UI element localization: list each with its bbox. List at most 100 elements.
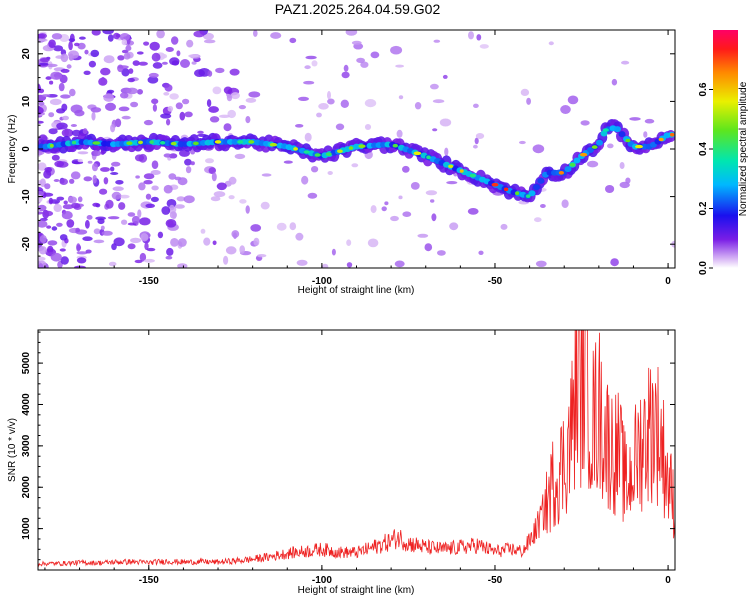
noise-blob xyxy=(248,91,261,98)
noise-blob xyxy=(74,42,80,47)
noise-blob xyxy=(163,153,172,158)
noise-blob xyxy=(607,143,614,149)
ridge-core xyxy=(348,146,354,150)
noise-blob xyxy=(100,76,106,86)
noise-blob xyxy=(351,40,362,46)
noise-blob xyxy=(580,120,590,126)
noise-blob xyxy=(370,51,380,59)
ridge-core xyxy=(248,140,255,144)
noise-blob xyxy=(53,45,64,52)
noise-blob xyxy=(560,105,571,114)
noise-blob xyxy=(417,233,429,238)
noise-blob xyxy=(100,67,111,76)
ridge-core xyxy=(413,151,422,156)
noise-blob xyxy=(304,65,311,70)
spectrogram-xtick-label: -150 xyxy=(139,276,159,287)
ridge-core xyxy=(392,143,398,148)
noise-blob xyxy=(121,219,128,225)
noise-blob xyxy=(44,167,52,173)
noise-blob xyxy=(38,246,48,255)
noise-blob xyxy=(184,111,193,118)
ridge-core xyxy=(569,163,576,167)
noise-blob xyxy=(143,173,155,180)
ridge-core xyxy=(303,150,310,154)
noise-blob xyxy=(77,158,83,163)
snr-ytick-label: 2000 xyxy=(21,476,32,499)
noise-blob xyxy=(351,163,359,168)
noise-blob xyxy=(605,185,615,193)
noise-blob xyxy=(102,30,114,35)
noise-blob xyxy=(85,219,90,229)
noise-blob xyxy=(138,182,146,191)
noise-blob xyxy=(90,107,102,113)
ridge-core xyxy=(491,182,499,187)
noise-blob xyxy=(414,102,422,110)
spectrogram-ytick-label: -20 xyxy=(21,237,32,252)
noise-blob xyxy=(345,30,358,36)
noise-blob xyxy=(171,36,179,45)
noise-blob xyxy=(212,86,222,95)
noise-blob xyxy=(165,47,174,52)
spectrogram-y-axis: 20 10 0 -10 -20 xyxy=(21,29,675,269)
noise-blob xyxy=(147,76,159,84)
snr-xtick-label: -50 xyxy=(488,575,503,586)
ridge-core xyxy=(525,194,531,198)
noise-blob xyxy=(91,111,96,121)
noise-blob xyxy=(82,128,88,135)
noise-blob xyxy=(121,39,128,46)
noise-blob xyxy=(69,178,75,184)
snr-ytick-label: 1000 xyxy=(21,517,32,540)
noise-blob xyxy=(126,87,138,95)
noise-blob xyxy=(46,225,52,229)
noise-blob xyxy=(203,237,211,246)
noise-blob xyxy=(211,172,217,182)
noise-blob xyxy=(223,123,232,132)
spectrogram-xtick-label: -100 xyxy=(312,276,332,287)
noise-blob xyxy=(138,61,148,66)
noise-blob xyxy=(169,153,178,159)
noise-blob xyxy=(644,118,655,124)
ridge-core xyxy=(49,143,54,148)
noise-blob xyxy=(45,76,52,80)
noise-blob xyxy=(260,201,270,210)
noise-blob xyxy=(143,41,150,46)
noise-blob xyxy=(169,204,175,211)
noise-blob xyxy=(190,161,195,166)
noise-blob xyxy=(193,30,205,38)
noise-blob xyxy=(535,260,547,267)
noise-blob xyxy=(307,192,318,199)
noise-blob xyxy=(66,64,72,69)
ridge-core xyxy=(658,137,664,142)
chart-title: PAZ1.2025.264.04.59.G02 xyxy=(274,1,441,17)
noise-blob xyxy=(93,149,98,156)
noise-blob xyxy=(51,33,63,40)
noise-blob xyxy=(130,101,139,108)
noise-blob xyxy=(526,97,531,105)
noise-blob xyxy=(311,166,319,173)
ridge-core xyxy=(92,141,101,145)
ridge-core xyxy=(580,152,588,157)
ridge-core xyxy=(448,164,454,169)
noise-blob xyxy=(548,41,554,46)
noise-blob xyxy=(567,95,579,105)
ridge-core xyxy=(515,191,520,195)
noise-blob xyxy=(611,78,618,86)
noise-blob xyxy=(100,167,110,172)
noise-blob xyxy=(118,202,126,210)
noise-blob xyxy=(207,70,213,77)
noise-blob xyxy=(137,209,142,218)
ridge-core xyxy=(138,140,143,145)
ridge-core xyxy=(670,132,675,137)
snr-ylabel: SNR (10 * v/v) xyxy=(7,418,18,482)
noise-blob xyxy=(239,245,245,254)
noise-blob xyxy=(38,220,48,228)
noise-blob xyxy=(301,175,309,185)
noise-blob xyxy=(425,190,438,196)
noise-blob xyxy=(152,62,163,69)
noise-blob xyxy=(121,68,130,77)
noise-blob xyxy=(167,105,174,112)
snr-panel: -150 -100 -50 0 1000 2000 3000 4000 5000 Height… xyxy=(7,329,676,596)
noise-blob xyxy=(276,222,287,231)
noise-blob xyxy=(160,113,172,119)
noise-blob xyxy=(430,199,435,203)
